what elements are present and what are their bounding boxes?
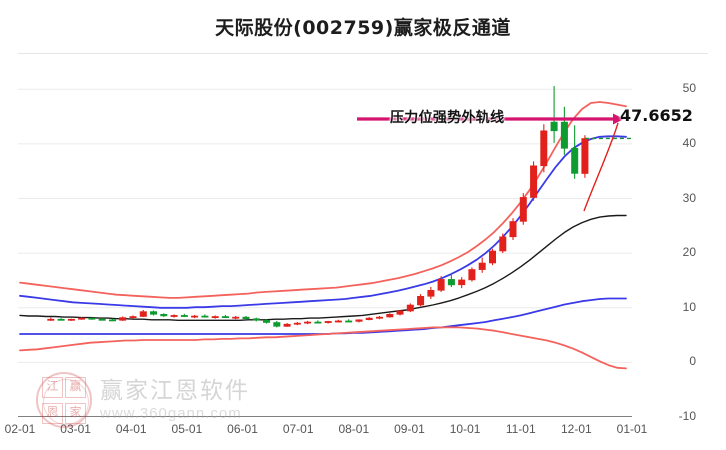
- candlestick-chart-canvas: [18, 86, 632, 417]
- y-axis-tick-label: 50: [682, 81, 696, 96]
- x-axis-tick-label: 05-01: [171, 422, 203, 436]
- candle-body: [304, 321, 312, 324]
- chart-header: 天际股份(002759)赢家极反通道: [0, 0, 726, 53]
- x-axis-tick-label: 09-01: [394, 422, 425, 436]
- candle-body: [232, 316, 240, 319]
- x-axis-tick-label: 10-01: [449, 422, 481, 436]
- resistance-annotation-label: 压力位强势外轨线: [390, 110, 505, 126]
- candle-body: [170, 315, 178, 317]
- y-axis-tick-label: 20: [682, 245, 696, 260]
- candle-body: [488, 250, 496, 264]
- y-axis-tick-label: 0: [689, 354, 696, 369]
- candle-body: [252, 318, 260, 321]
- y-axis-tick-label: -10: [678, 409, 696, 423]
- candle-body: [427, 290, 435, 297]
- candle-body: [468, 269, 476, 281]
- candle-body: [365, 317, 373, 321]
- candle-body: [499, 236, 507, 252]
- x-axis-tick-label: 08-01: [338, 422, 370, 436]
- candle-body: [509, 221, 517, 238]
- band-line: [19, 135, 627, 309]
- candle-body: [314, 321, 322, 324]
- y-axis-tick-label: 40: [682, 135, 696, 150]
- x-axis-tick-label: 07-01: [282, 422, 314, 436]
- candle-body: [139, 311, 147, 317]
- candle-body: [581, 138, 589, 174]
- candle-body: [242, 316, 250, 320]
- candle-body: [550, 121, 558, 132]
- candle-body: [417, 296, 425, 306]
- candle-body: [211, 316, 219, 319]
- band-line: [19, 101, 627, 299]
- candle-body: [160, 314, 168, 317]
- candle-body: [293, 322, 301, 325]
- candle-body: [406, 304, 414, 312]
- x-axis-tick-label: 06-01: [227, 422, 258, 436]
- candle-body: [458, 279, 466, 286]
- y-axis-tick-label: 30: [682, 190, 696, 205]
- candle-body: [334, 320, 342, 323]
- candle-body: [478, 262, 486, 270]
- candle-body: [119, 317, 127, 321]
- candle-body: [273, 322, 281, 327]
- candle-body: [47, 318, 55, 321]
- candle-body: [560, 121, 568, 149]
- page-title: 天际股份(002759)赢家极反通道: [215, 17, 511, 39]
- annotation-arrow-head: [613, 113, 624, 125]
- band-line: [19, 326, 627, 370]
- x-axis-tick-label: 01-01: [616, 422, 648, 436]
- candle-body: [345, 320, 353, 323]
- x-axis-tick-label: 12-01: [561, 422, 592, 436]
- candle-body: [98, 318, 106, 321]
- candle-body: [263, 319, 271, 323]
- candle-body: [57, 318, 65, 321]
- candle-body: [109, 319, 117, 322]
- candle-body: [375, 316, 383, 319]
- header-divider: [18, 53, 708, 54]
- candle-body: [67, 318, 75, 321]
- candle-body: [129, 316, 137, 319]
- candle-body: [530, 165, 538, 198]
- candle-body: [437, 279, 445, 291]
- candle-body: [283, 323, 291, 327]
- candle-body: [180, 315, 188, 317]
- candle-body: [201, 315, 209, 318]
- x-axis-tick-label: 03-01: [60, 422, 91, 436]
- candle-body: [191, 315, 199, 318]
- resistance-price-value: 47.6652: [620, 106, 693, 125]
- candle-body: [324, 321, 332, 323]
- x-axis-tick-label: 04-01: [115, 422, 147, 436]
- candle-body: [447, 279, 455, 286]
- x-axis-tick-label: 11-01: [505, 422, 536, 436]
- candle-body: [386, 314, 394, 318]
- candle-body: [88, 317, 96, 320]
- candle-body: [221, 316, 229, 319]
- chart-plot-area[interactable]: [18, 62, 638, 417]
- candle-body: [150, 311, 158, 315]
- candle-body: [396, 310, 404, 315]
- x-axis-tick-label: 02-01: [4, 422, 36, 436]
- candle-body: [519, 197, 527, 222]
- y-axis-tick-label: 10: [682, 299, 696, 314]
- price-callout-curve: [583, 122, 619, 212]
- candle-body: [78, 317, 86, 320]
- candle-body: [540, 130, 548, 167]
- candle-body: [571, 148, 579, 174]
- candle-body: [355, 319, 363, 322]
